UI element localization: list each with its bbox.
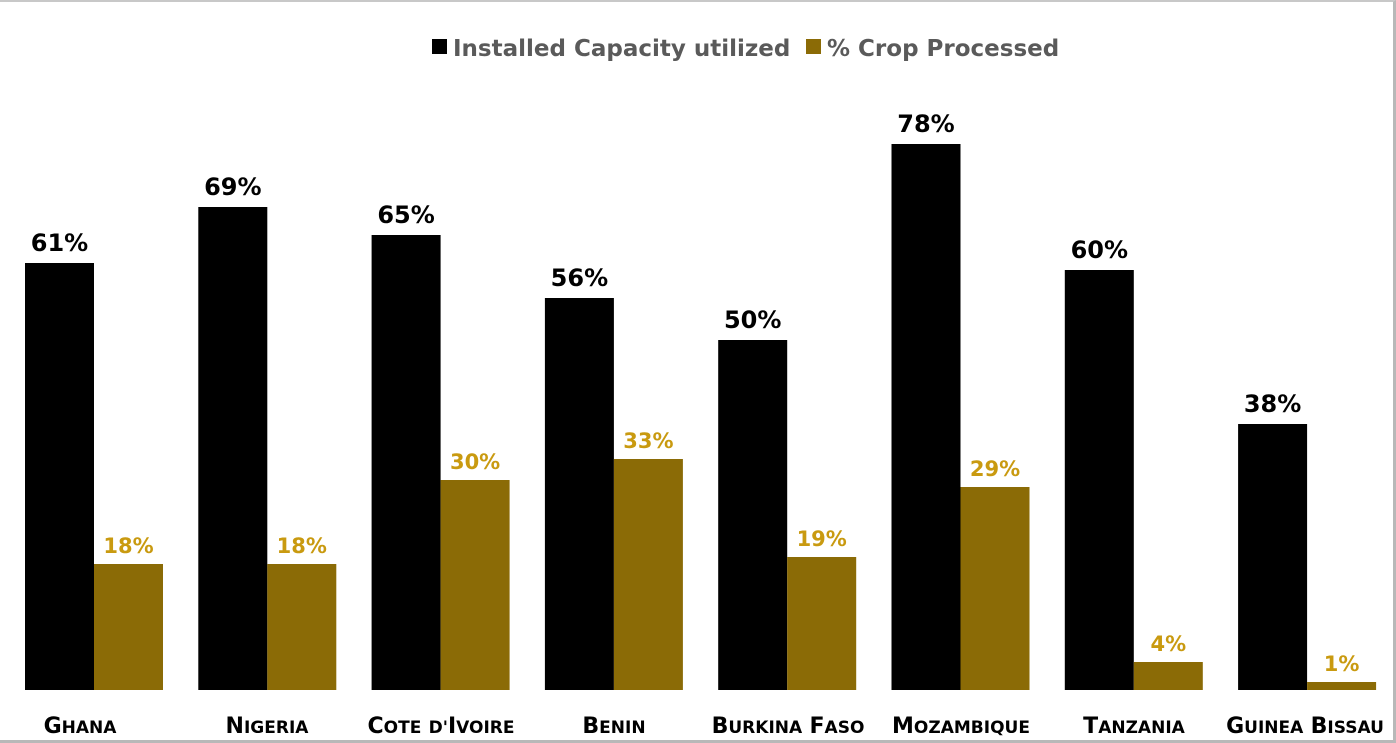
bar-crop-processed-burkina-faso [787, 557, 857, 690]
legend-crop-processed-swatch [806, 39, 821, 54]
category-label-ghana: GHANA [44, 714, 118, 739]
bar-crop-processed-cote-d-ivoire [440, 480, 510, 690]
value-label-crop-processed-cote-d-ivoire: 30% [450, 450, 500, 474]
legend-crop-processed-label: % Crop Processed [827, 36, 1059, 62]
value-label-crop-processed-burkina-faso: 19% [797, 527, 847, 551]
value-label-installed-capacity-cote-d-ivoire: 65% [377, 201, 434, 229]
bar-crop-processed-nigeria [267, 564, 337, 690]
category-label-nigeria: NIGERIA [226, 714, 310, 739]
value-label-crop-processed-tanzania: 4% [1150, 632, 1186, 656]
value-label-crop-processed-nigeria: 18% [277, 534, 327, 558]
value-label-crop-processed-ghana: 18% [103, 534, 153, 558]
legend-installed-capacity-swatch [432, 39, 447, 54]
legend-installed-capacity-label: Installed Capacity utilized [453, 36, 790, 62]
value-label-installed-capacity-mozambique: 78% [897, 110, 954, 138]
bar-installed-capacity-nigeria [198, 207, 268, 690]
data-labels: 61% 18% 69% 18% 65% 30% 56% 33% 50% 19% 78% 29% 60% 4… [31, 110, 1360, 676]
value-label-installed-capacity-burkina-faso: 50% [724, 306, 781, 334]
value-label-installed-capacity-benin: 56% [551, 264, 608, 292]
category-label-tanzania: TANZANIA [1083, 714, 1185, 739]
bar-crop-processed-tanzania [1133, 662, 1203, 690]
series-installed-capacity [25, 144, 1308, 690]
category-label-benin: BENIN [582, 714, 645, 739]
bar-installed-capacity-burkina-faso [718, 340, 788, 690]
category-label-burkina-faso: BURKINA FASO [712, 714, 865, 739]
value-label-installed-capacity-nigeria: 69% [204, 173, 261, 201]
category-label-cote-d-ivoire: COTE D'IVOIRE [367, 714, 514, 739]
value-label-crop-processed-mozambique: 29% [970, 457, 1020, 481]
category-label-guinea-bissau: GUINEA BISSAU [1226, 714, 1384, 739]
bar-installed-capacity-guinea-bissau [1238, 424, 1308, 690]
value-label-installed-capacity-tanzania: 60% [1071, 236, 1128, 264]
category-labels: GHANA NIGERIA COTE D'IVOIRE BENIN BURKINA FA… [44, 714, 1384, 739]
bar-installed-capacity-tanzania [1064, 270, 1134, 690]
bar-installed-capacity-benin [544, 298, 614, 690]
bar-crop-processed-ghana [94, 564, 163, 690]
bar-installed-capacity-mozambique [891, 144, 961, 690]
bar-installed-capacity-ghana [25, 263, 94, 690]
value-label-installed-capacity-guinea-bissau: 38% [1244, 390, 1301, 418]
series-crop-processed [94, 459, 1377, 690]
bar-crop-processed-benin [613, 459, 683, 690]
value-label-installed-capacity-ghana: 61% [31, 229, 88, 257]
bar-installed-capacity-cote-d-ivoire [371, 235, 441, 690]
value-label-crop-processed-guinea-bissau: 1% [1324, 652, 1360, 676]
bar-crop-processed-mozambique [960, 487, 1030, 690]
category-label-mozambique: MOZAMBIQUE [892, 714, 1030, 739]
legend: Installed Capacity utilized % Crop Proces… [432, 36, 1059, 62]
value-label-crop-processed-benin: 33% [623, 429, 673, 453]
bar-crop-processed-guinea-bissau [1307, 682, 1377, 690]
